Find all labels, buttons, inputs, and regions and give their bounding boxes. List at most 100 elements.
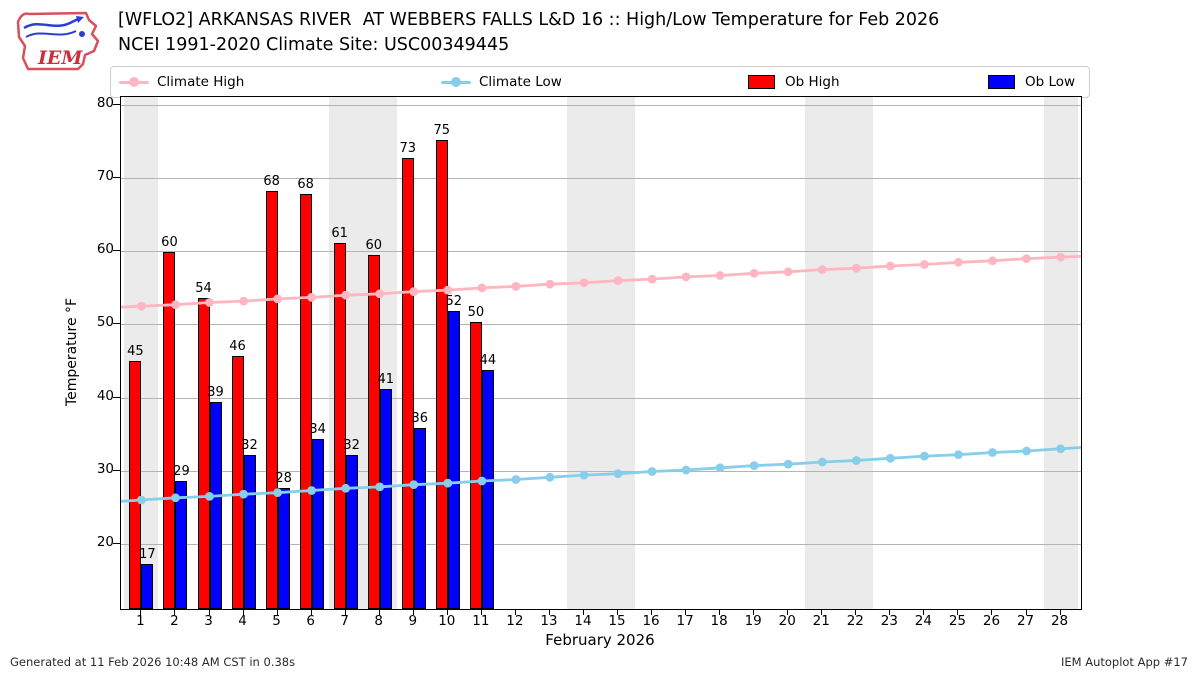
ob-high-bar-day-8 [367,254,380,609]
ob-high-value-label-day-3: 54 [195,281,212,297]
gridline-70 [121,178,1081,180]
y-tick-mark-70 [113,177,120,179]
x-tick-label-7: 7 [340,613,349,629]
x-tick-mark-19 [753,609,755,615]
x-tick-label-25: 25 [948,613,967,629]
x-tick-label-24: 24 [914,613,932,629]
ob-low-bar-day-4 [243,454,256,609]
climate-high-line-marker-day-11 [477,283,487,293]
x-tick-label-12: 12 [506,613,524,629]
x-tick-mark-10 [446,609,448,615]
chart-title: [WFLO2] ARKANSAS RIVER AT WEBBERS FALLS … [118,10,940,30]
y-tick-label-50: 50 [96,314,114,331]
x-tick-mark-28 [1059,609,1061,615]
legend-item-label: Ob High [785,74,840,90]
ob-low-bar-day-10 [447,311,460,609]
x-tick-mark-16 [651,609,653,615]
y-tick-label-70: 70 [96,168,114,185]
climate-low-line-marker-day-26 [988,448,997,457]
ob-high-value-label-day-4: 46 [229,338,246,354]
x-tick-label-5: 5 [272,613,281,629]
legend: Climate High Climate Low Ob High Ob Low [110,66,1090,98]
x-tick-label-28: 28 [1050,613,1069,629]
legend-item-climate-high: Climate High [119,67,244,97]
ob-low-bar-day-7 [345,454,358,609]
weekend-band-day-15 [601,97,636,609]
ob-high-value-label-day-5: 68 [263,174,280,190]
climate-low-line-marker-day-27 [1022,446,1031,456]
ob-high-patch-icon [748,75,775,89]
legend-item-ob-high: Ob High [747,67,840,97]
footer-app-text: IEM Autoplot App #17 [1060,655,1188,669]
x-tick-label-4: 4 [238,613,247,629]
ob-high-value-label-day-9: 73 [399,141,417,157]
ob-low-value-label-day-2: 29 [173,464,190,479]
climate-high-line-marker-day-25 [954,257,963,267]
climate-high-line-marker-day-23 [886,261,895,271]
legend-item-label: Climate High [157,74,245,90]
ob-low-bar-day-3 [209,402,222,609]
climate-high-line-marker-day-26 [988,256,997,266]
ob-high-bar-day-7 [333,242,346,609]
ob-high-value-label-day-1: 45 [127,344,144,360]
ob-low-patch-icon [988,75,1015,89]
ob-low-bar-day-2 [175,481,188,609]
x-tick-label-22: 22 [846,613,864,629]
x-tick-label-19: 19 [744,613,762,629]
climate-high-marker-icon [129,77,139,87]
climate-low-line-marker-day-12 [511,475,521,484]
weekend-band-day-14 [566,97,601,609]
x-tick-mark-25 [957,609,959,615]
logo-text: IEM [37,47,83,69]
legend-item-ob-low: Ob Low [987,67,1075,97]
climate-low-swatch [441,77,471,87]
x-tick-label-9: 9 [408,613,418,629]
iowa-state-outline-icon: IEM [16,11,100,71]
x-tick-label-18: 18 [710,613,728,629]
x-tick-mark-4 [242,609,244,615]
x-tick-mark-7 [344,609,346,615]
x-tick-mark-17 [685,609,687,615]
iem-logo: IEM [10,4,106,82]
x-tick-label-15: 15 [608,613,626,629]
x-tick-mark-26 [991,609,993,615]
x-tick-mark-9 [412,609,414,615]
x-tick-mark-12 [514,609,516,615]
x-tick-mark-20 [787,609,789,615]
x-tick-mark-18 [719,609,721,615]
x-tick-mark-13 [548,609,550,615]
ob-high-bar-day-10 [435,140,448,609]
ob-low-bar-day-6 [311,439,324,609]
y-tick-mark-50 [113,323,120,325]
climate-high-line-marker-day-4 [239,296,248,306]
climate-high-line-marker-day-18 [715,271,725,280]
x-tick-label-8: 8 [374,613,384,629]
x-tick-mark-23 [889,609,891,615]
x-tick-mark-8 [378,609,380,615]
ob-high-bar-day-2 [163,252,176,609]
climate-low-line-marker-day-13 [545,472,555,482]
ob-high-value-label-day-2: 60 [161,235,178,251]
ob-low-bar-day-8 [379,388,392,609]
x-tick-label-11: 11 [472,613,490,629]
x-tick-mark-14 [582,609,584,615]
climate-high-line-marker-day-12 [511,282,521,291]
y-tick-label-60: 60 [96,241,114,258]
weekend-band-day-21 [805,97,840,609]
y-tick-label-20: 20 [96,533,114,550]
ob-high-bar-day-5 [265,191,278,609]
x-tick-label-6: 6 [306,613,315,629]
x-tick-label-14: 14 [574,613,592,629]
weekend-band-day-22 [839,97,874,609]
ob-low-bar-day-9 [413,428,426,609]
ob-low-value-label-day-6: 34 [309,422,326,438]
x-tick-mark-3 [208,609,210,615]
ob-high-value-label-day-11: 50 [467,305,485,321]
x-tick-label-20: 20 [778,613,796,629]
y-tick-mark-30 [113,469,120,471]
y-tick-label-40: 40 [96,387,114,404]
x-tick-label-27: 27 [1016,613,1035,629]
x-tick-label-23: 23 [880,613,898,629]
climate-high-line-marker-day-24 [920,260,929,269]
